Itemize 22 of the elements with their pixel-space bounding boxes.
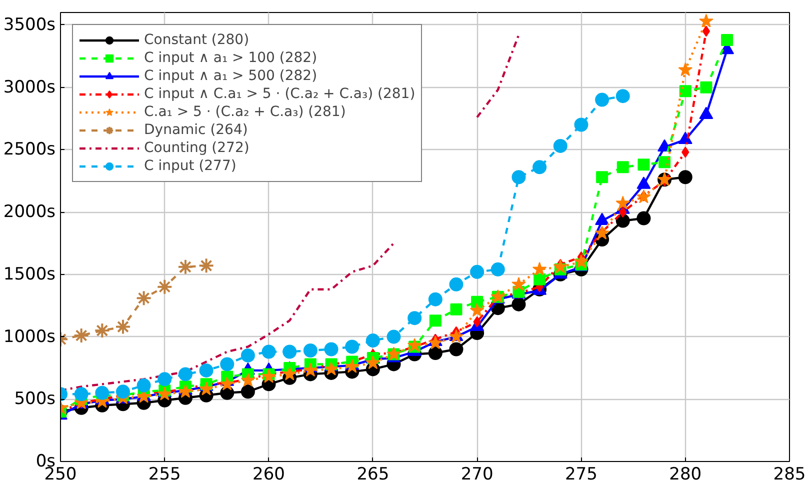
- y-tick-label: 2000s: [3, 202, 56, 222]
- x-tick-label: 280: [669, 464, 702, 482]
- x-tick-label: 275: [564, 464, 598, 482]
- y-tick-label: 2500s: [3, 140, 56, 160]
- legend-label: C.a₁ > 5 · (C.a₂ + C.a₃) (281): [144, 103, 346, 121]
- y-tick-label: 1500s: [3, 264, 56, 284]
- x-tick-label: 265: [356, 464, 390, 482]
- legend-label: C input ∧ C.a₁ > 5 · (C.a₂ + C.a₃) (281): [144, 85, 416, 103]
- y-tick-label: 3500s: [3, 14, 56, 35]
- x-tick-label: 260: [252, 464, 286, 482]
- legend-label: C input ∧ a₁ > 500 (282): [144, 67, 318, 85]
- x-tick-label: 285: [773, 464, 806, 482]
- legend-label: C input ∧ a₁ > 100 (282): [144, 49, 318, 67]
- legend-label: Counting (272): [144, 139, 250, 157]
- legend-label: C input (277): [144, 157, 236, 175]
- legend-label: Constant (280): [144, 31, 250, 49]
- x-tick-label: 255: [148, 464, 181, 482]
- y-tick-label: 3000s: [3, 77, 56, 98]
- legend-label: Dynamic (264): [144, 121, 248, 139]
- x-tick-label: 270: [460, 464, 494, 482]
- y-tick-label: 1000s: [3, 326, 56, 347]
- y-tick-label: 500s: [14, 389, 56, 410]
